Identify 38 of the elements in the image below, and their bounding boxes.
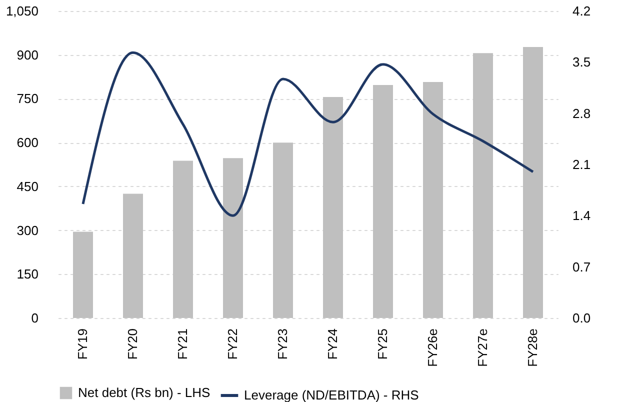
bar [123,194,143,318]
bar [323,96,343,318]
y2-tick-label: 2.8 [572,106,591,121]
y2-tick-label: 2.1 [572,157,591,172]
bar [373,84,393,318]
x-tick-label: FY22 [225,328,240,360]
y2-tick-label: 4.2 [572,4,591,18]
y-tick-label: 600 [16,135,38,150]
bar [423,82,443,318]
x-tick-label: FY21 [175,328,190,360]
y2-tick-label: 0.7 [572,259,591,274]
y-tick-label: 900 [16,47,38,62]
y-tick-label: 1,050 [6,4,38,18]
bar [523,46,543,318]
y2-tick-label: 0.0 [572,310,591,326]
x-tick-label: FY26e [425,328,440,367]
x-tick-label: FY20 [125,328,140,360]
x-tick-label: FY19 [75,328,90,360]
line-series [82,51,534,217]
bar [73,232,93,318]
y-tick-label: 300 [16,222,38,238]
y2-tick-label: 3.5 [572,54,591,70]
legend-label: Net debt (Rs bn) - LHS [78,385,211,400]
bar [223,158,243,318]
y-tick-label: 750 [16,91,38,106]
x-tick-label: FY27e [475,328,490,367]
x-tick-label: FY23 [275,328,290,360]
x-tick-label: FY24 [325,328,340,360]
legend-label: Leverage (ND/EBITDA) - RHS [244,388,420,402]
bar [273,142,293,318]
y-tick-label: 0 [31,310,38,326]
x-tick-label: FY28e [525,328,540,367]
y2-tick-label: 1.4 [572,208,591,224]
bar [173,160,193,318]
bar [473,53,493,318]
y-tick-label: 150 [16,266,38,282]
y-tick-label: 450 [16,178,38,194]
x-tick-label: FY25 [375,328,390,360]
